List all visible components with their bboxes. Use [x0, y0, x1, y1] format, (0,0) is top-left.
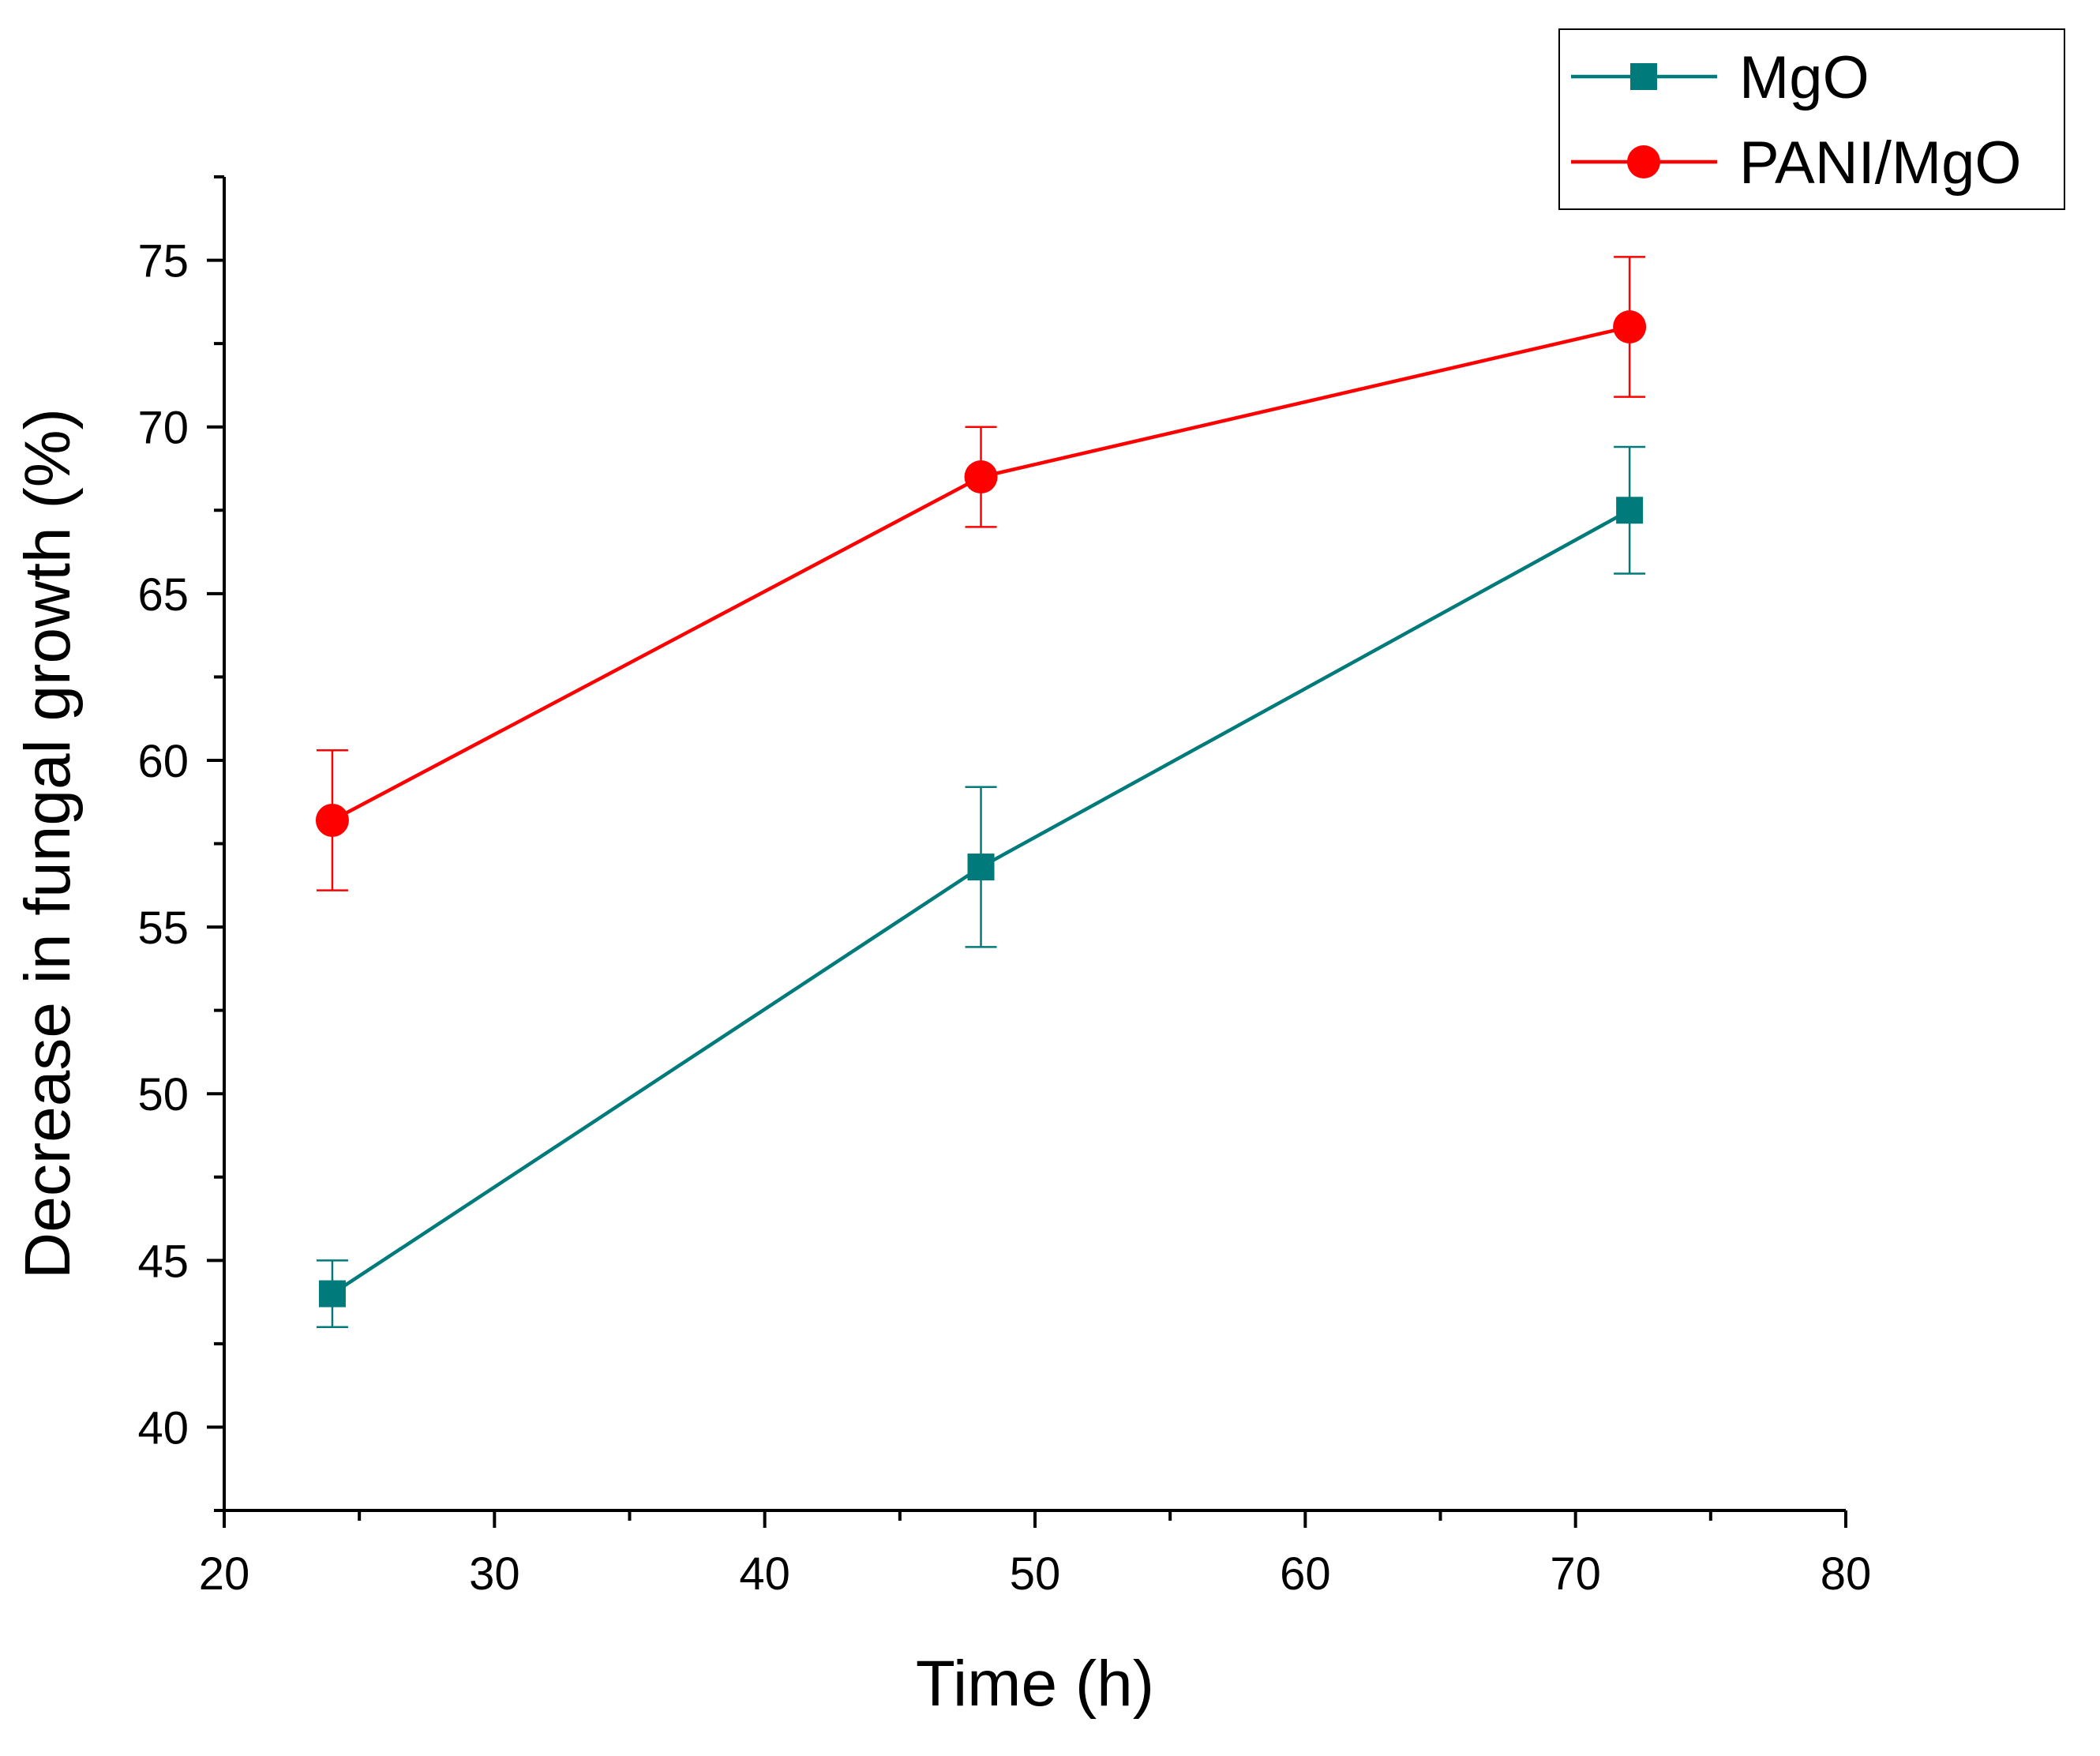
- legend-item-pani-mgo: PANI/MgO: [1571, 129, 2022, 197]
- x-tick-label: 80: [1821, 1548, 1872, 1600]
- y-tick-label: 45: [137, 1236, 189, 1287]
- data-point-mgo: [967, 854, 995, 881]
- x-tick-label: 60: [1280, 1548, 1331, 1600]
- data-point-pani-mgo: [964, 460, 998, 494]
- series-pani-mgo: [315, 256, 1647, 891]
- ticks: 20 30 40 50 60 70 80 40 45 50 55 60 65 70 75: [137, 175, 1872, 1600]
- series-mgo: [316, 445, 1646, 1329]
- legend-label: PANI/MgO: [1739, 129, 2022, 197]
- series: [315, 256, 1647, 1329]
- data-point-pani-mgo: [1613, 310, 1647, 344]
- legend-item-mgo: MgO: [1571, 44, 1869, 111]
- x-tick-label: 50: [1010, 1548, 1061, 1600]
- legend-label: MgO: [1739, 44, 1869, 111]
- y-tick-label: 65: [137, 569, 189, 621]
- y-tick-label: 55: [137, 902, 189, 954]
- y-tick-label: 75: [137, 236, 189, 287]
- y-tick-label: 70: [137, 403, 189, 454]
- data-point-mgo: [1616, 497, 1644, 524]
- y-axis-title: Decrease in fungal growth (%): [12, 408, 84, 1279]
- x-tick-label: 20: [199, 1548, 250, 1600]
- legend-marker: [1627, 145, 1660, 178]
- x-tick-label: 70: [1550, 1548, 1601, 1600]
- y-tick-label: 40: [137, 1402, 189, 1454]
- x-tick-label: 40: [739, 1548, 790, 1600]
- legend-marker: [1630, 63, 1657, 90]
- legend-box: [1558, 28, 2065, 210]
- data-point-pani-mgo: [315, 803, 349, 837]
- x-axis-title: Time (h): [916, 1648, 1154, 1720]
- y-tick-label: 50: [137, 1069, 189, 1120]
- y-tick-label: 60: [137, 736, 189, 787]
- x-tick-label: 30: [469, 1548, 520, 1600]
- series-line-pani-mgo: [331, 325, 1630, 822]
- axes: [223, 177, 1846, 1512]
- data-point-mgo: [318, 1280, 346, 1308]
- legend: MgO PANI/MgO: [1558, 28, 2065, 210]
